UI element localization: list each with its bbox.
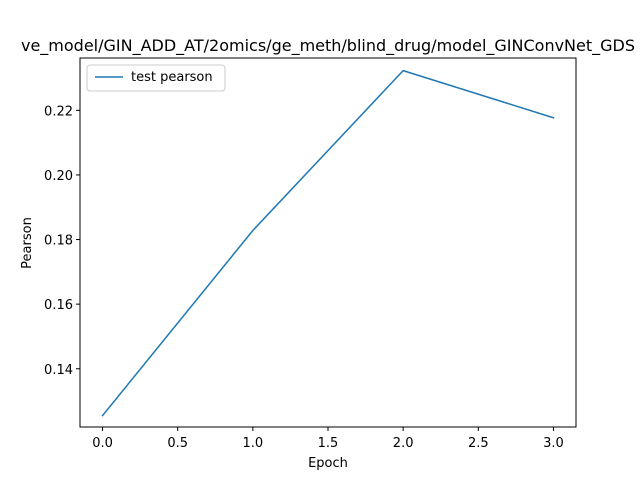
x-tick-label: 2.0	[393, 436, 414, 451]
x-tick-label: 2.5	[468, 436, 489, 451]
legend: test pearson	[86, 64, 226, 92]
x-tick-label: 3.0	[543, 436, 564, 451]
y-axis-label: Pearson	[20, 217, 35, 269]
x-tick-label: 1.5	[318, 436, 339, 451]
legend-label: test pearson	[131, 70, 213, 85]
y-axis: 0.14 0.16 0.18 0.20 0.22	[44, 104, 80, 378]
plot-frame	[79, 57, 577, 428]
series-line-test-pearson	[101, 69, 555, 417]
y-tick-label: 0.16	[44, 298, 73, 313]
plot-area	[80, 58, 576, 427]
x-axis: 0.0 0.5 1.0 1.5 2.0 2.5 3.0	[92, 427, 564, 451]
legend-frame	[86, 64, 226, 92]
x-tick-label: 1.0	[243, 436, 264, 451]
series-layer	[101, 69, 555, 417]
y-tick-label: 0.20	[44, 169, 73, 184]
chart-title: ve_model/GIN_ADD_AT/2omics/ge_meth/blind…	[21, 36, 635, 56]
x-tick-label: 0.0	[92, 436, 113, 451]
x-axis-label: Epoch	[308, 456, 348, 471]
y-tick-label: 0.14	[44, 363, 73, 378]
y-tick-label: 0.22	[44, 104, 73, 119]
x-tick-label: 0.5	[167, 436, 188, 451]
y-tick-label: 0.18	[44, 234, 73, 249]
